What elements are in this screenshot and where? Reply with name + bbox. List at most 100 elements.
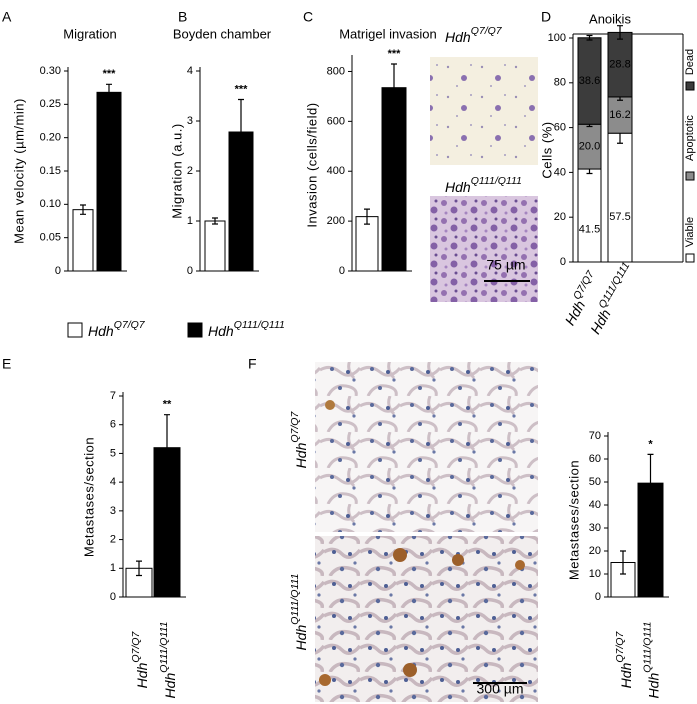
y-axis-label: Cells (%) <box>539 121 554 178</box>
panel-letter: A <box>2 9 12 25</box>
stain <box>452 554 464 566</box>
error-bar <box>136 560 142 577</box>
y-tick-label: 80 <box>554 77 566 89</box>
chart-title: Anoikis <box>589 11 631 26</box>
y-tick-label: 7 <box>110 390 116 402</box>
gene-name: Hdh <box>293 625 309 651</box>
gene-name: Hdh <box>88 323 114 339</box>
scale-bar-label: 300 µm <box>477 681 524 697</box>
micrograph <box>430 196 538 302</box>
legend-label: Viable <box>684 217 696 247</box>
panel-letter: E <box>2 356 11 372</box>
chart-title: Boyden chamber <box>173 26 272 41</box>
significance: *** <box>103 68 117 80</box>
y-tick-label: 400 <box>327 165 345 177</box>
gene-name: Hdh <box>561 297 588 327</box>
y-axis-label: Mean velocity (µm/min) <box>11 98 26 244</box>
stain <box>325 400 335 410</box>
legend-swatch <box>187 322 203 338</box>
error-bar <box>106 83 112 101</box>
y-tick-label: 0 <box>110 591 116 603</box>
y-tick-label: 0.25 <box>40 98 61 110</box>
y-tick-label: 3 <box>187 115 193 127</box>
y-tick-label: 200 <box>327 215 345 227</box>
y-tick-label: 20 <box>554 211 566 223</box>
legend-swatch <box>685 171 695 181</box>
scale-bar-label: 75 µm <box>486 257 525 273</box>
significance: ** <box>163 399 172 411</box>
y-tick-label: 800 <box>327 65 345 77</box>
y-tick-label: 1 <box>187 215 193 227</box>
y-tick-label: 20 <box>589 545 601 557</box>
y-tick-label: 4 <box>187 65 193 77</box>
gene-name: Hdh <box>445 179 471 195</box>
images <box>315 57 538 702</box>
gene-name: Hdh <box>134 662 150 688</box>
bar <box>72 209 94 272</box>
y-tick-label: 70 <box>589 430 601 442</box>
error-bar <box>617 25 623 40</box>
micrograph <box>315 536 538 702</box>
y-tick-label: 0 <box>595 591 601 603</box>
allele: Q111/Q111 <box>641 622 653 673</box>
allele: Q111/Q111 <box>471 175 522 187</box>
gene-name: Hdh <box>618 662 634 688</box>
value-label: 20.0 <box>579 141 600 153</box>
y-tick-label: 2 <box>187 165 193 177</box>
gene-name: Hdh <box>162 673 178 699</box>
y-tick-label: 0 <box>339 265 345 277</box>
error-bar <box>647 453 654 513</box>
y-tick-label: 4 <box>110 476 116 488</box>
stain <box>319 674 331 686</box>
genotype-label: HdhQ111/Q111 <box>289 574 309 651</box>
genotype-label: HdhQ7/Q7 <box>130 631 150 689</box>
chart-title: Matrigel invasion <box>339 26 437 41</box>
y-tick-label: 3 <box>110 505 116 517</box>
y-tick-label: 0.05 <box>40 232 61 244</box>
bar <box>204 220 226 272</box>
y-tick-label: 0 <box>560 256 566 268</box>
panel-letter: B <box>178 9 187 25</box>
y-tick-label: 60 <box>589 453 601 465</box>
error-bar <box>238 98 244 166</box>
y-tick-label: 30 <box>589 522 601 534</box>
y-tick-label: 60 <box>554 122 566 134</box>
y-axis-label: Metastases/section <box>566 460 581 580</box>
y-tick-label: 100 <box>548 32 566 44</box>
bar-segment <box>577 168 602 263</box>
y-tick-label: 40 <box>589 499 601 511</box>
bar <box>381 87 407 272</box>
allele: Q7/Q7 <box>114 319 146 331</box>
genotype-label: HdhQ111/Q111 <box>158 622 178 699</box>
allele: Q7/Q7 <box>289 411 301 443</box>
genotype-label: HdhQ111/Q111 <box>445 175 522 195</box>
y-tick-label: 10 <box>589 568 601 580</box>
y-tick-label: 0.10 <box>40 198 61 210</box>
legend-label: Apoptotic <box>684 115 696 161</box>
y-tick-label: 40 <box>554 166 566 178</box>
micrograph <box>430 57 538 165</box>
value-label: 41.5 <box>579 223 600 235</box>
value-label: 38.6 <box>579 75 600 87</box>
y-tick-label: 6 <box>110 419 116 431</box>
y-tick-label: 0 <box>55 265 61 277</box>
bar-segment <box>607 132 633 263</box>
genotype-label: HdhQ111/Q111 <box>208 319 285 339</box>
allele: Q111/Q111 <box>596 260 632 310</box>
allele: Q111/Q111 <box>158 622 170 673</box>
y-axis-label: Migration (a.u.) <box>169 123 184 218</box>
error-bar <box>80 204 86 215</box>
stain <box>515 560 525 570</box>
gene-name: Hdh <box>208 323 234 339</box>
allele: Q111/Q111 <box>234 319 285 331</box>
allele: Q7/Q7 <box>471 25 503 37</box>
chart-title: Migration <box>63 26 116 41</box>
error-bar <box>620 550 626 575</box>
stain <box>393 548 407 562</box>
bar <box>96 91 122 272</box>
y-tick-label: 0.30 <box>40 65 61 77</box>
genotype-label: HdhQ7/Q7 <box>88 319 146 339</box>
y-tick-label: 50 <box>589 476 601 488</box>
significance: * <box>648 438 653 450</box>
error-bar <box>391 63 397 112</box>
